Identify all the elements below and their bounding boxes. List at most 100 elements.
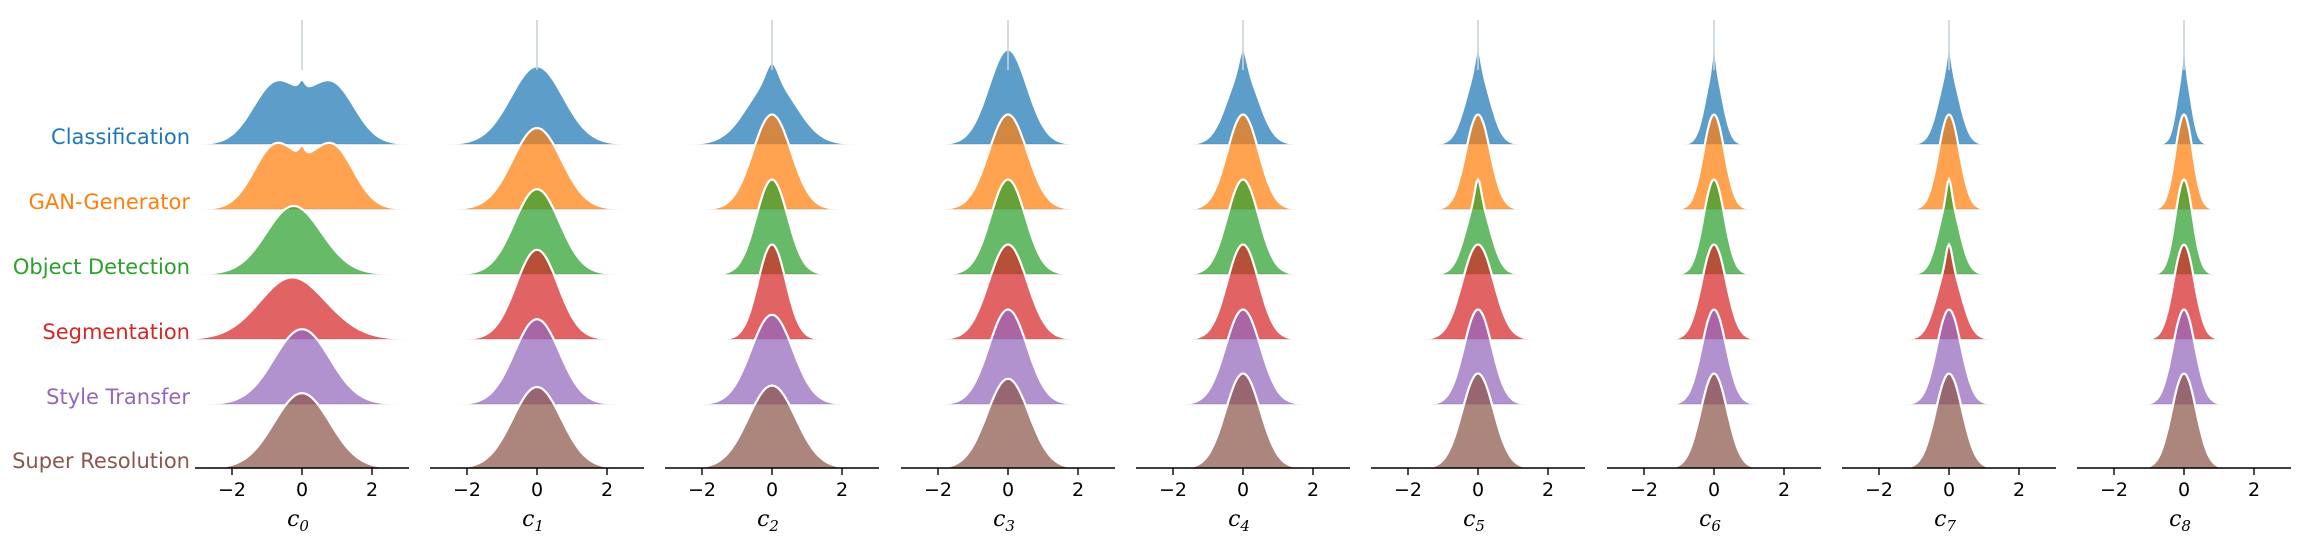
ridge-outline-c2-3 bbox=[667, 243, 877, 341]
ridge-fill-c4-gan-generator bbox=[1138, 114, 1348, 209]
ridge-fill-c2-style-transfer bbox=[667, 314, 877, 404]
ridge-outline-c1-4 bbox=[432, 318, 642, 406]
axis-title-sub-c6: 6 bbox=[1711, 517, 1721, 535]
ridge-outline-c8-4 bbox=[2079, 308, 2289, 406]
ridge-outline-c4-1 bbox=[1138, 113, 1348, 211]
axis-title-sub-c5: 5 bbox=[1475, 517, 1485, 535]
ridge-fill-c8-object-detection bbox=[2079, 179, 2289, 274]
ridge-fill-c7-gan-generator bbox=[1844, 114, 2054, 209]
ridge-outline-c7-3 bbox=[1844, 242, 2054, 341]
x-tick-label-c6-2: 2 bbox=[1778, 479, 1790, 501]
ridge-fill-c2-object-detection bbox=[667, 179, 877, 274]
ridge-fill-c1-style-transfer bbox=[432, 319, 642, 404]
ridge-fill-c1-segmentation bbox=[432, 249, 642, 339]
ridge-fill-c4-style-transfer bbox=[1138, 309, 1348, 404]
ridge-outline-c0-3 bbox=[196, 276, 407, 340]
ridge-outline-c0-4 bbox=[197, 328, 407, 405]
axis-title-letter-c8: c bbox=[2169, 507, 2181, 532]
x-tick-label-c7-0: −2 bbox=[1865, 479, 1893, 501]
ridge-fill-c8-classification bbox=[2079, 49, 2289, 144]
x-tick-label-c4-0: −2 bbox=[1159, 479, 1187, 501]
ridge-fill-c3-style-transfer bbox=[903, 309, 1113, 404]
x-tick-label-c2-1: 0 bbox=[766, 479, 778, 501]
ridge-fill-c2-segmentation bbox=[667, 244, 877, 339]
ridge-fill-c1-super-resolution bbox=[432, 387, 642, 468]
ridge-outline-c5-4 bbox=[1373, 308, 1583, 406]
panel-c8: −2 0 2 c8 bbox=[2077, 20, 2291, 535]
ridge-outline-c3-2 bbox=[903, 178, 1113, 276]
axis-title-letter-c7: c bbox=[1934, 507, 1946, 532]
panel-c2: −2 0 2c2 bbox=[665, 20, 879, 535]
ridge-outline-c2-2 bbox=[667, 178, 877, 276]
ridge-outline-c7-1 bbox=[1844, 113, 2054, 211]
ridge-fill-c8-style-transfer bbox=[2079, 309, 2289, 404]
ridge-fill-c6-style-transfer bbox=[1609, 309, 1819, 404]
x-tick-label-c1-2: 2 bbox=[601, 479, 613, 501]
ridge-fill-c5-object-detection bbox=[1373, 179, 1583, 274]
ridge-outline-c1-5 bbox=[432, 385, 642, 470]
row-label-3: Segmentation bbox=[42, 320, 190, 344]
ridge-fill-c3-super-resolution bbox=[903, 378, 1113, 468]
row-label-2: Object Detection bbox=[13, 255, 190, 279]
axis-title-letter-c6: c bbox=[1699, 507, 1711, 532]
x-tick-label-c5-2: 2 bbox=[1542, 479, 1554, 501]
ridge-fill-c4-classification bbox=[1138, 49, 1348, 144]
x-tick-label-c5-0: −2 bbox=[1394, 479, 1422, 501]
ridge-outline-c5-2 bbox=[1373, 177, 1583, 276]
ridge-outline-c3-4 bbox=[903, 308, 1113, 406]
ridge-outline-c8-3 bbox=[2079, 243, 2289, 341]
panel-c5: −2 0 2 c5 bbox=[1371, 20, 1585, 535]
ridge-fill-c1-object-detection bbox=[432, 189, 642, 274]
ridge-fill-c0-style-transfer bbox=[197, 329, 407, 404]
ridge-fill-c7-segmentation bbox=[1844, 244, 2054, 339]
x-tick-label-c0-2: 2 bbox=[366, 479, 378, 501]
ridge-outline-c6-1 bbox=[1609, 113, 1819, 211]
panels: −2 0 2c0−2 0 2c1−2 0 2c2−2 0 2c3−2 0 2c4−2 0 2c5−2 0 2… bbox=[195, 20, 2291, 535]
axis-title-sub-c2: 2 bbox=[768, 517, 779, 535]
axis-title-c4: c4 bbox=[1228, 507, 1250, 535]
panel-c6: −2 0 2 c6 bbox=[1607, 20, 1821, 535]
axis-title-letter-c4: c bbox=[1228, 507, 1240, 532]
row-labels: Classification GAN-Generator Object Detect… bbox=[12, 125, 190, 473]
ridge-fill-c2-super-resolution bbox=[667, 385, 877, 468]
ridge-fill-c8-gan-generator bbox=[2079, 114, 2289, 209]
ridge-outline-c6-4 bbox=[1609, 308, 1819, 406]
ridge-fill-c8-segmentation bbox=[2079, 244, 2289, 339]
ridge-outline-c1-2 bbox=[432, 188, 642, 276]
x-tick-label-c7-1: 0 bbox=[1943, 479, 1955, 501]
x-tick-label-c4-1: 0 bbox=[1237, 479, 1249, 501]
axis-title-c8: c8 bbox=[2169, 507, 2191, 535]
ridge-outline-c7-4 bbox=[1844, 308, 2054, 406]
panel-c0: −2 0 2c0 bbox=[195, 20, 409, 535]
axis-title-sub-c1: 1 bbox=[534, 517, 544, 535]
x-tick-label-c6-0: −2 bbox=[1630, 479, 1658, 501]
ridge-fill-c6-super-resolution bbox=[1609, 373, 1819, 468]
x-tick-label-c8-2: 2 bbox=[2248, 479, 2260, 501]
axis-title-sub-c3: 3 bbox=[1005, 517, 1015, 535]
axis-title-letter-c2: c bbox=[757, 507, 769, 532]
ridge-outline-c4-4 bbox=[1138, 308, 1348, 406]
x-tick-label-c3-0: −2 bbox=[924, 479, 952, 501]
panel-c1: −2 0 2 c1 bbox=[430, 20, 644, 535]
ridge-fill-c0-classification bbox=[197, 79, 407, 144]
row-label-5: Super Resolution bbox=[12, 449, 190, 473]
x-tick-label-c4-2: 2 bbox=[1307, 479, 1319, 501]
x-tick-label-c3-2: 2 bbox=[1072, 479, 1084, 501]
ridge-fill-c2-classification bbox=[667, 63, 877, 144]
axis-title-c2: c2 bbox=[757, 507, 779, 535]
ridge-outline-c2-1 bbox=[667, 113, 877, 211]
x-tick-label-c0-1: 0 bbox=[296, 479, 308, 501]
axis-title-sub-c4: 4 bbox=[1239, 517, 1250, 535]
ridge-fill-c5-classification bbox=[1373, 49, 1583, 144]
ridge-fill-c0-segmentation bbox=[197, 277, 407, 339]
x-tick-label-c3-1: 0 bbox=[1002, 479, 1014, 501]
ridge-outline-c0-5 bbox=[197, 392, 407, 469]
x-tick-label-c1-0: −2 bbox=[453, 479, 481, 501]
axis-title-letter-c1: c bbox=[522, 507, 534, 532]
ridge-outline-c1-1 bbox=[432, 126, 642, 211]
ridge-outline-c4-3 bbox=[1138, 243, 1348, 341]
ridge-fill-c4-segmentation bbox=[1138, 244, 1348, 339]
ridge-fill-c7-super-resolution bbox=[1844, 373, 2054, 468]
ridge-outline-c8-2 bbox=[2079, 178, 2289, 276]
